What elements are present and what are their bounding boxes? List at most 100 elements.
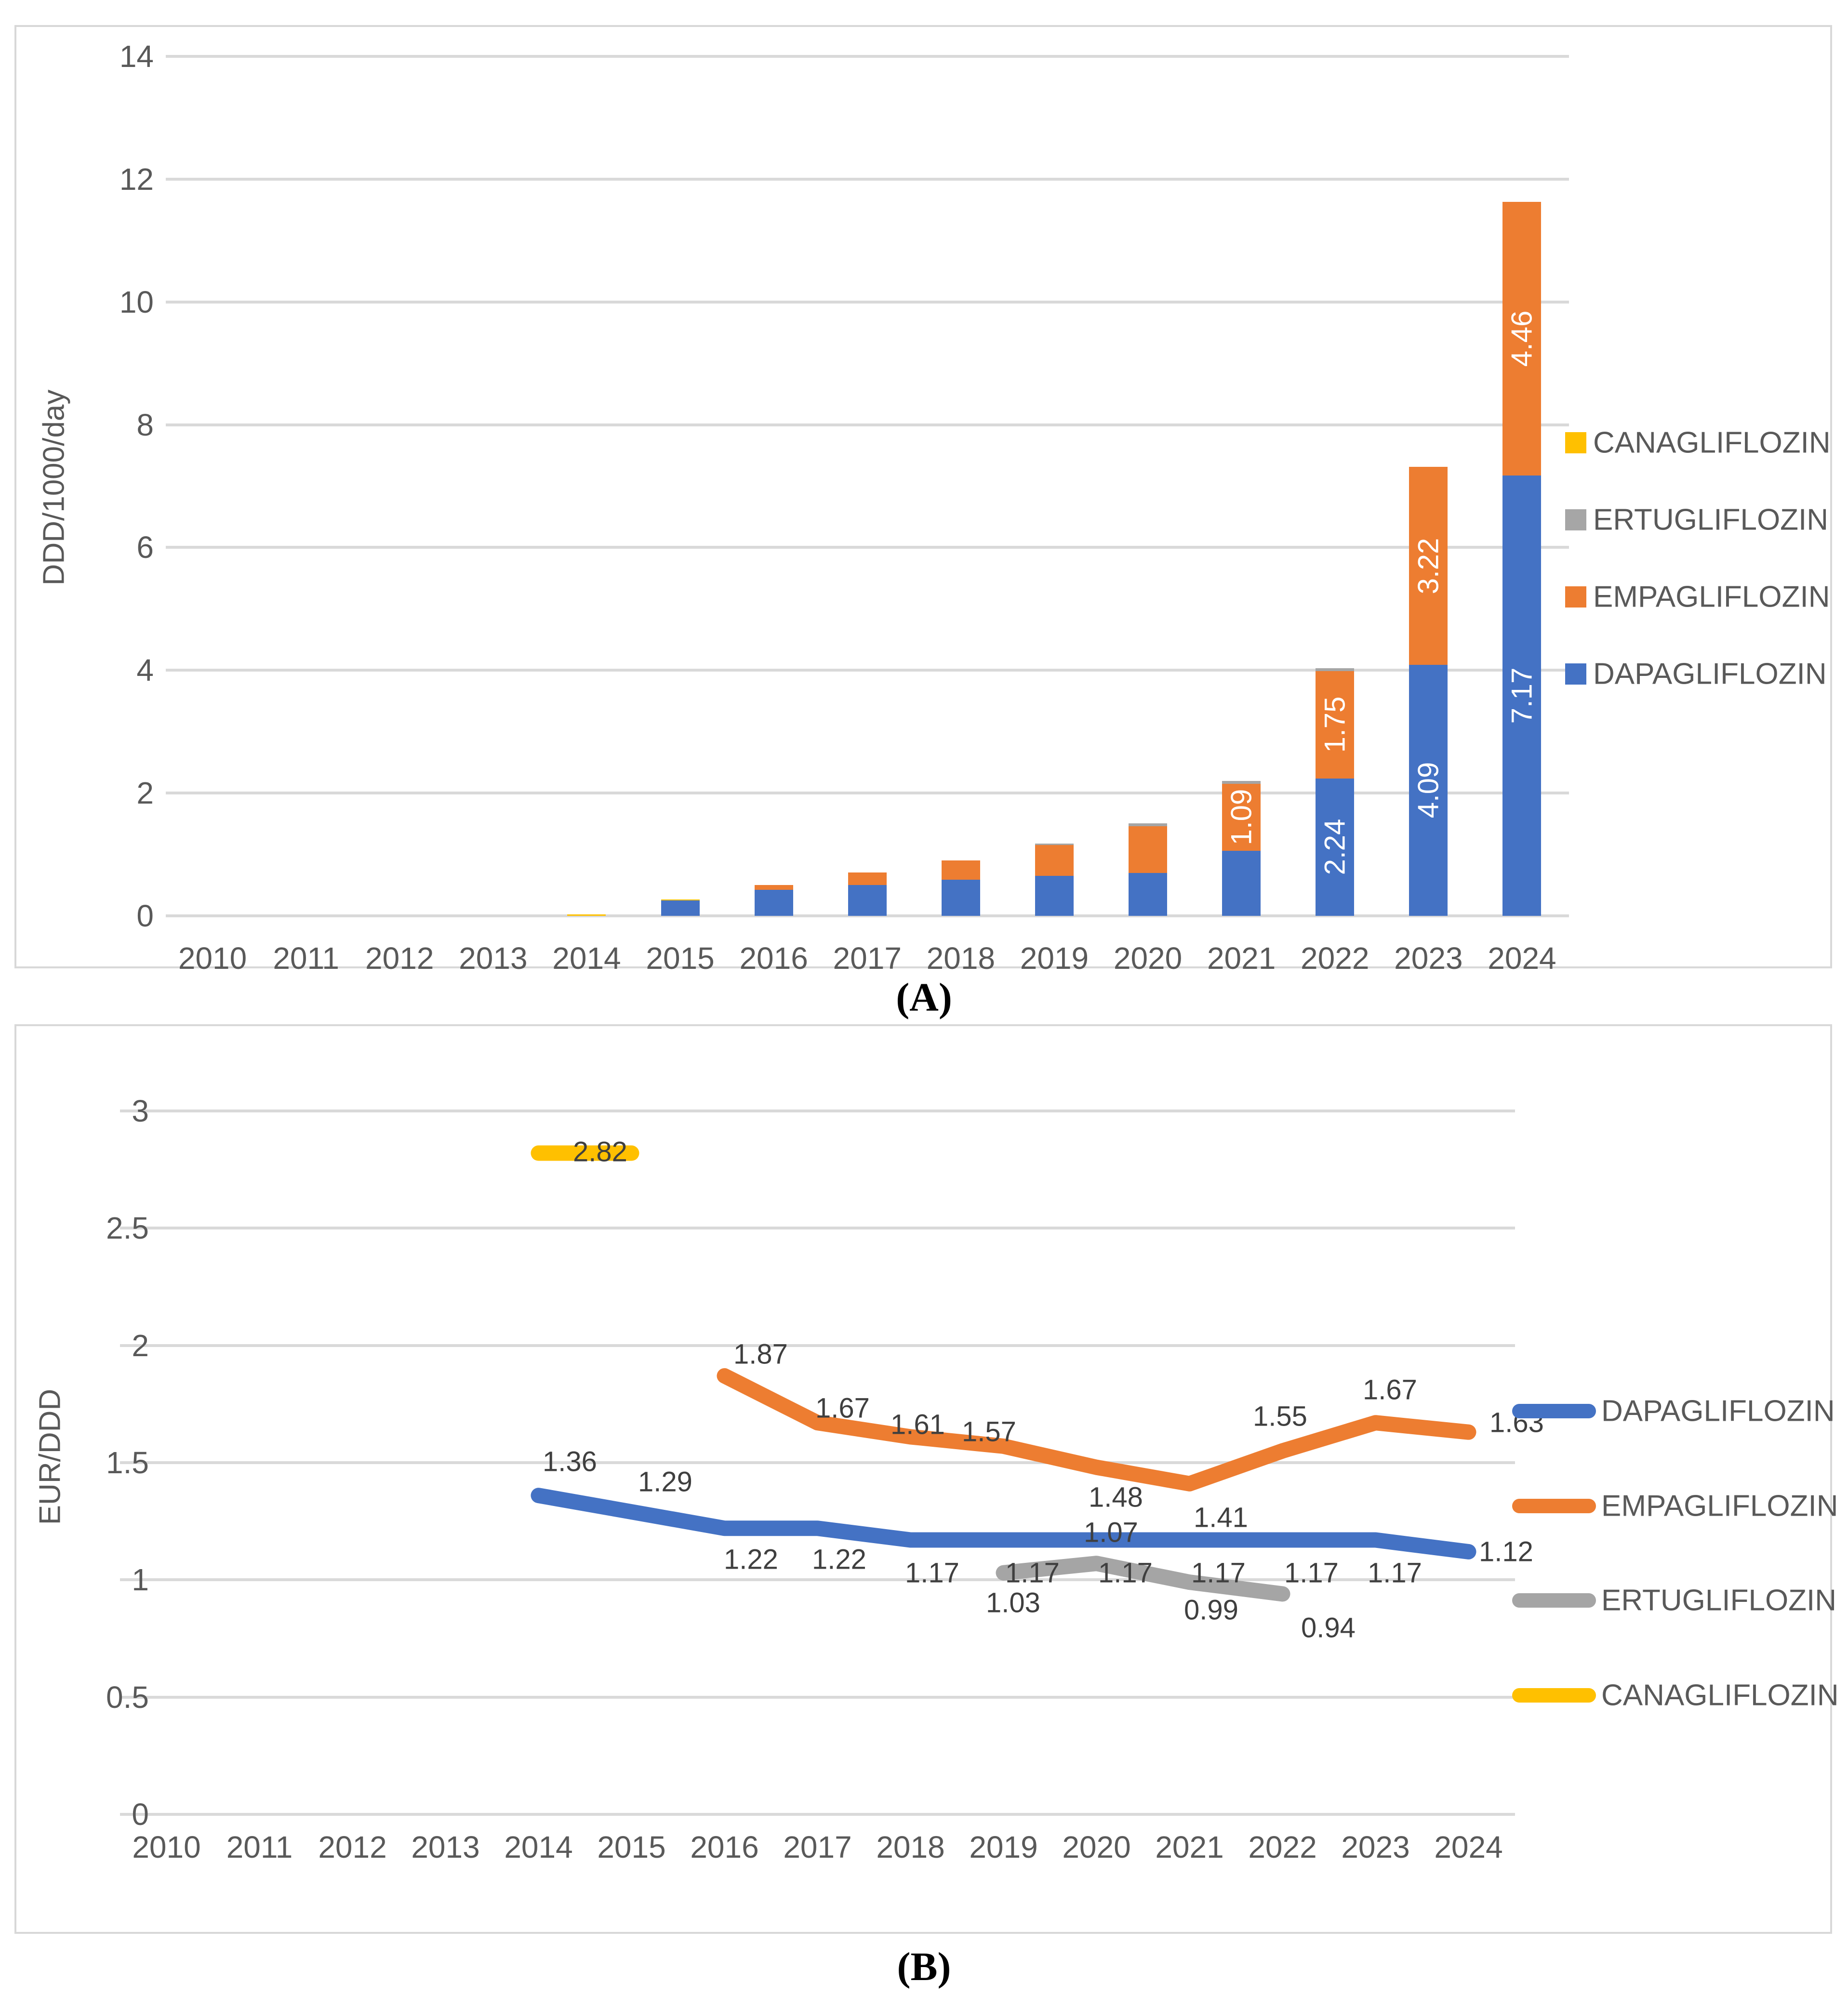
bar-segment-empagliflozin-2020 <box>1129 826 1168 873</box>
point-value-label-empagliflozin: 1.87 <box>733 1338 788 1370</box>
bar-segment-dapagliflozin-2017 <box>848 885 887 916</box>
bar-segment-empagliflozin-2019 <box>1035 845 1074 876</box>
gridline <box>166 546 1569 549</box>
point-value-label-ertugliflozin: 0.99 <box>1184 1594 1238 1626</box>
point-value-label-canagliflozin: 2.82 <box>573 1136 627 1167</box>
x-axis-year-label: 2023 <box>1394 941 1463 976</box>
point-value-label-empagliflozin: 1.57 <box>962 1416 1016 1448</box>
point-value-label-ertugliflozin: 0.94 <box>1301 1612 1356 1643</box>
legend-label-canagliflozin: CANAGLIFLOZIN <box>1601 1678 1839 1712</box>
y-tick-label: 14 <box>119 39 154 74</box>
x-axis-year-label: 2010 <box>132 1830 201 1864</box>
gridline <box>166 423 1569 426</box>
gridline <box>120 1578 1515 1582</box>
legend-swatch-ertugliflozin <box>1565 509 1586 530</box>
bar-segment-dapagliflozin-2020 <box>1129 872 1168 916</box>
caption-b: (B) <box>897 1944 951 1989</box>
point-value-label-dapagliflozin: 1.29 <box>638 1466 692 1498</box>
bar-segment-ertugliflozin-2019 <box>1035 843 1074 846</box>
bar-segment-empagliflozin-2016 <box>754 885 793 890</box>
bar-segment-empagliflozin-2021 <box>1222 784 1261 851</box>
y-tick-label: 0.5 <box>106 1679 149 1715</box>
x-axis-year-label: 2010 <box>178 941 247 976</box>
gridline <box>120 1813 1515 1816</box>
point-value-label-empagliflozin: 1.67 <box>815 1392 870 1424</box>
gridline <box>120 1344 1515 1347</box>
bar-segment-empagliflozin-2024 <box>1502 201 1542 476</box>
x-axis-year-label: 2012 <box>365 941 434 976</box>
y-tick-label: 0 <box>132 1797 149 1832</box>
legend-swatch-dapagliflozin <box>1512 1404 1596 1418</box>
x-axis-year-label: 2018 <box>876 1830 945 1864</box>
legend-label-dapagliflozin: DAPAGLIFLOZIN <box>1593 657 1827 691</box>
chart-b-line-panel: EUR/DDD 0 0.5 1 1.5 2 2.5 3 2010 2011 2012 2013 201… <box>14 1024 1839 1934</box>
point-value-label-ertugliflozin: 1.03 <box>986 1587 1040 1619</box>
point-value-label-dapagliflozin: 1.22 <box>724 1544 778 1575</box>
bar-value-label: 1.09 <box>1225 789 1258 846</box>
legend-swatch-canagliflozin <box>1565 432 1586 453</box>
series-line-ertugliflozin <box>996 1556 1290 1602</box>
x-axis-year-label: 2019 <box>969 1830 1038 1864</box>
point-value-label-dapagliflozin: 1.17 <box>1098 1557 1153 1589</box>
y-tick-label: 12 <box>119 161 154 197</box>
bar-segment-dapagliflozin-2022 <box>1316 778 1355 916</box>
x-axis-year-label: 2016 <box>739 941 808 976</box>
point-value-label-dapagliflozin: 1.12 <box>1479 1536 1533 1568</box>
bar-value-label: 4.46 <box>1505 310 1538 367</box>
bar-segment-empagliflozin-2023 <box>1409 467 1448 665</box>
x-axis-year-label: 2014 <box>552 941 621 976</box>
point-value-label-dapagliflozin: 1.36 <box>543 1446 597 1478</box>
bar-segment-dapagliflozin-2024 <box>1502 476 1542 916</box>
x-axis-year-label: 2022 <box>1301 941 1369 976</box>
y-tick-label: 2 <box>136 776 154 811</box>
bar-segment-dapagliflozin-2019 <box>1035 876 1074 916</box>
y-tick-label: 8 <box>136 407 154 442</box>
y-tick-label: 4 <box>136 653 154 688</box>
point-value-label-dapagliflozin: 1.17 <box>1284 1557 1339 1589</box>
y-tick-label: 1.5 <box>106 1445 149 1480</box>
x-axis-year-label: 2022 <box>1248 1830 1317 1864</box>
y-tick-label: 0 <box>136 898 154 933</box>
gridline <box>120 1227 1515 1230</box>
bar-segment-empagliflozin-2017 <box>848 872 887 885</box>
legend-label-ertugliflozin: ERTUGLIFLOZIN <box>1601 1584 1837 1617</box>
bar-value-label: 7.17 <box>1505 667 1538 724</box>
bar-value-label: 4.09 <box>1412 762 1445 819</box>
caption-a: (A) <box>896 975 952 1020</box>
y-tick-label: 3 <box>132 1093 149 1128</box>
legend-swatch-empagliflozin <box>1565 586 1586 608</box>
chart-a-stacked-bar-panel: DDD/1000/day 0 2 4 6 8 10 12 14 2010 2011 2012 2013… <box>14 25 1832 974</box>
x-axis-year-label: 2016 <box>690 1830 759 1864</box>
point-value-label-ertugliflozin: 1.07 <box>1084 1517 1138 1548</box>
legend-swatch-ertugliflozin <box>1512 1593 1596 1608</box>
series-line-dapagliflozin <box>531 1488 1476 1559</box>
x-axis-year-label: 2013 <box>459 941 528 976</box>
x-axis-year-label: 2015 <box>646 941 715 976</box>
point-value-label-dapagliflozin: 1.17 <box>1191 1557 1246 1589</box>
x-axis-year-label: 2024 <box>1434 1830 1503 1864</box>
bar-segment-dapagliflozin-2015 <box>661 900 700 916</box>
x-axis-year-label: 2013 <box>411 1830 480 1864</box>
point-value-label-empagliflozin: 1.48 <box>1089 1481 1143 1513</box>
gridline <box>166 792 1569 795</box>
x-axis-year-label: 2019 <box>1020 941 1089 976</box>
legend-swatch-empagliflozin <box>1512 1498 1596 1513</box>
chart-b-lines-svg <box>531 1145 1476 1602</box>
x-axis-year-label: 2014 <box>504 1830 573 1864</box>
x-axis-year-label: 2011 <box>226 1830 293 1864</box>
y-tick-label: 6 <box>136 530 154 565</box>
legend-label-empagliflozin: EMPAGLIFLOZIN <box>1593 580 1830 614</box>
bar-segment-ertugliflozin-2021 <box>1222 780 1261 784</box>
bar-segment-dapagliflozin-2016 <box>754 890 793 916</box>
bar-segment-canagliflozin-2015 <box>661 899 700 901</box>
legend-swatch-canagliflozin <box>1512 1688 1596 1703</box>
x-axis-year-label: 2015 <box>597 1830 666 1864</box>
gridline <box>120 1695 1515 1699</box>
point-value-label-empagliflozin: 1.67 <box>1363 1374 1417 1406</box>
gridline <box>166 177 1569 181</box>
x-axis-year-label: 2011 <box>273 941 339 976</box>
y-tick-label: 2.5 <box>106 1211 149 1246</box>
point-value-label-dapagliflozin: 1.22 <box>812 1544 866 1575</box>
bar-segment-ertugliflozin-2020 <box>1129 823 1168 826</box>
bar-segment-dapagliflozin-2021 <box>1222 850 1261 916</box>
